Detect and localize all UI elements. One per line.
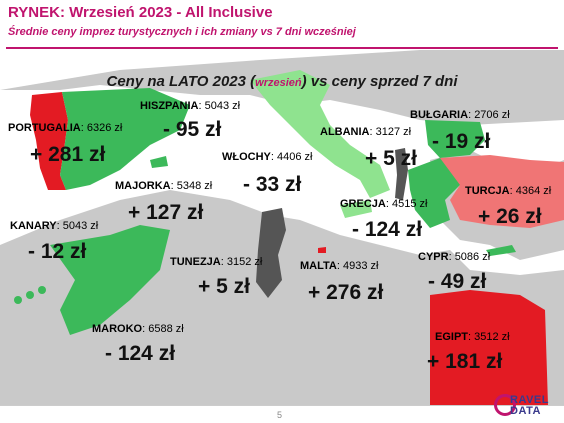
country-malta [318, 247, 326, 253]
country-change-wlochy: - 33 zł [243, 173, 302, 196]
country-change-majorka: + 127 zł [128, 201, 204, 224]
footer-divider [0, 405, 564, 406]
mediterranean-map [0, 50, 564, 405]
logo-line-1: RAVEL [510, 394, 549, 406]
country-label-wlochy: WŁOCHY: 4406 zł [222, 151, 313, 163]
country-majorka [150, 156, 168, 168]
country-label-egipt: EGIPT: 3512 zł [435, 331, 510, 343]
island-canary-3 [38, 286, 46, 294]
island-canary-1 [14, 296, 22, 304]
country-change-tunezja: + 5 zł [198, 275, 250, 298]
country-label-bulgaria: BUŁGARIA: 2706 zł [410, 109, 510, 121]
country-label-grecja: GRECJA: 4515 zł [340, 198, 428, 210]
country-portugal [30, 92, 68, 190]
country-change-malta: + 276 zł [308, 281, 384, 304]
country-label-portugalia: PORTUGALIA: 6326 zł [8, 122, 123, 134]
country-sicily [340, 200, 372, 218]
country-label-cypr: CYPR: 5086 zł [418, 251, 491, 263]
country-label-tunezja: TUNEZJA: 3152 zł [170, 256, 263, 268]
page-title: RYNEK: Wrzesień 2023 - All Inclusive [8, 4, 273, 21]
country-bulgaria [425, 120, 485, 158]
country-morocco [50, 225, 170, 335]
country-label-hiszpania: HISZPANIA: 5043 zł [140, 100, 241, 112]
country-label-kanary: KANARY: 5043 zł [10, 220, 99, 232]
map-header-paren: wrzesień [255, 77, 302, 89]
country-change-cypr: - 49 zł [428, 270, 487, 293]
country-label-albania: ALBANIA: 3127 zł [320, 126, 412, 138]
country-spain [60, 88, 190, 190]
country-albania [395, 148, 408, 200]
country-turkey [440, 155, 564, 228]
country-change-egipt: + 181 zł [427, 350, 503, 373]
country-change-turcja: + 26 zł [478, 205, 542, 228]
country-change-albania: + 5 zł [365, 147, 417, 170]
country-egypt [430, 290, 548, 405]
country-cyprus [486, 245, 516, 256]
country-label-majorka: MAJORKA: 5348 zł [115, 180, 213, 192]
country-tunisia [256, 208, 286, 298]
map-header-tail: ) vs ceny sprzed 7 dni [301, 73, 458, 90]
country-change-kanary: - 12 zł [28, 240, 87, 263]
logo-ring-icon [494, 394, 516, 416]
page-subtitle: Średnie ceny imprez turystycznych i ich … [8, 26, 356, 38]
title-divider [6, 47, 558, 49]
island-canary-2 [26, 291, 34, 299]
country-italy [250, 70, 390, 198]
logo-line-2: DATA [510, 405, 541, 417]
country-change-bulgaria: - 19 zł [432, 130, 491, 153]
country-label-turcja: TURCJA: 4364 zł [465, 185, 552, 197]
country-change-maroko: - 124 zł [105, 342, 176, 365]
country-change-grecja: - 124 zł [352, 218, 423, 241]
map-header-main: Ceny na LATO 2023 ( [106, 73, 256, 90]
map-header: Ceny na LATO 2023 (wrzesień) vs ceny spr… [0, 73, 564, 90]
country-change-hiszpania: - 95 zł [163, 118, 222, 141]
page-number: 5 [277, 410, 283, 420]
country-change-portugalia: + 281 zł [30, 143, 106, 166]
country-label-malta: MALTA: 4933 zł [300, 260, 379, 272]
country-label-maroko: MAROKO: 6588 zł [92, 323, 184, 335]
